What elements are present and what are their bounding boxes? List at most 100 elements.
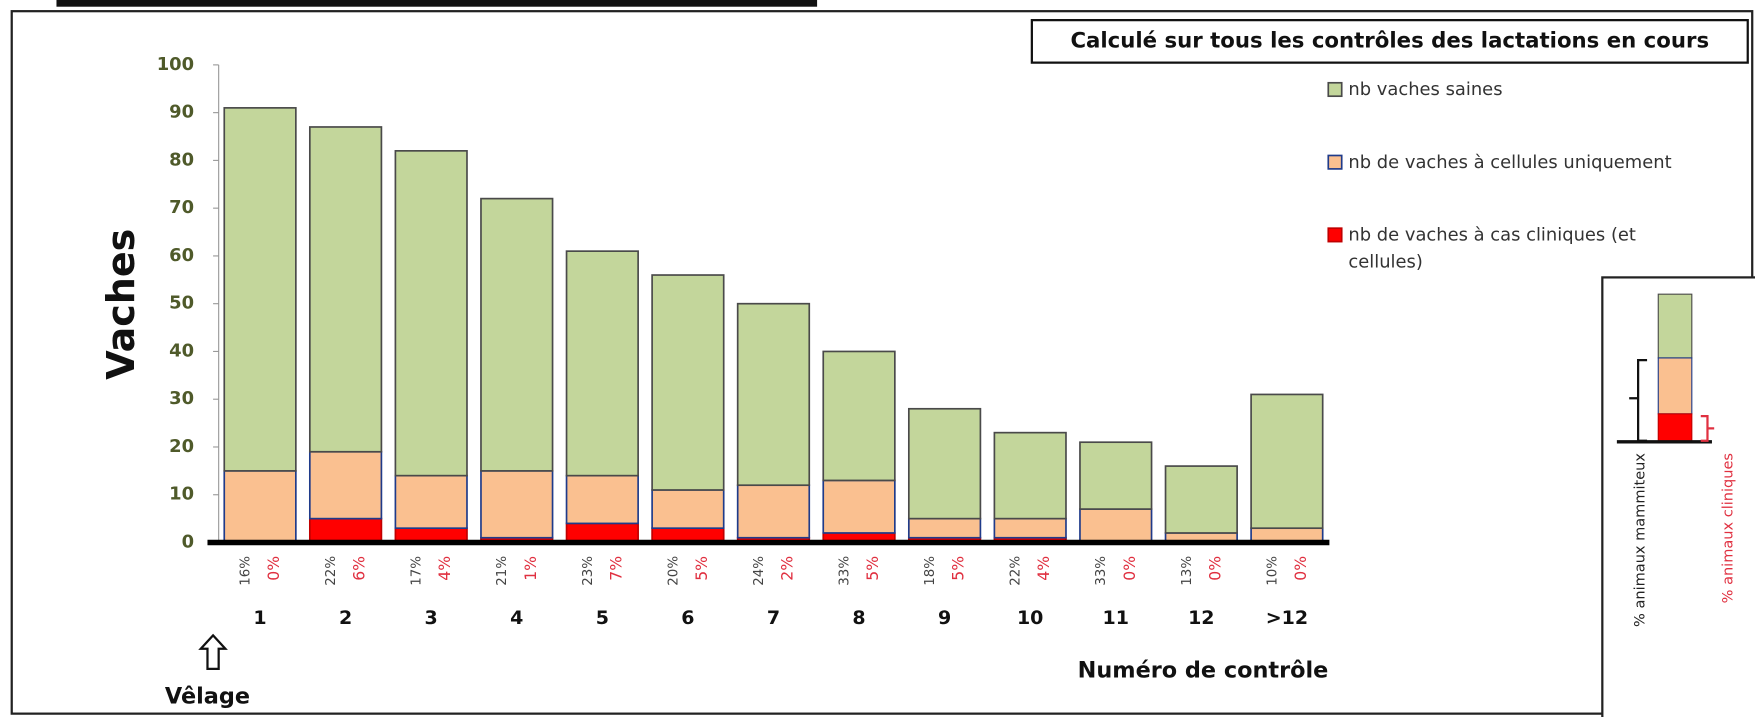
- x-tick-label: 5: [596, 607, 609, 629]
- bar-segment: [480, 197, 554, 472]
- legend-label: nb vaches saines: [1348, 78, 1503, 100]
- inset-label-mammiteux: % animaux mammiteux: [1632, 453, 1648, 627]
- bar-segment: [1164, 465, 1238, 534]
- bar-segment: [1079, 441, 1153, 510]
- y-tick-label: 80: [169, 149, 194, 170]
- legend-label: nb de vaches à cas cliniques (et cellule…: [1348, 223, 1636, 272]
- pct-cliniques-label: 2%: [778, 556, 797, 581]
- x-tick-label: 1: [253, 607, 266, 629]
- bar-segment: [822, 479, 896, 534]
- inset-bar-healthy: [1657, 293, 1693, 359]
- legend-entry: nb de vaches à cellules uniquement: [1348, 151, 1672, 173]
- x-tick-label: 4: [510, 607, 523, 629]
- y-tick-label: 70: [169, 197, 194, 218]
- pct-cliniques-label: 0%: [1205, 556, 1224, 581]
- bar-segment: [907, 407, 982, 520]
- y-tick-label: 10: [169, 484, 194, 505]
- y-axis-label: Vaches: [99, 229, 143, 380]
- bar-segment: [822, 350, 896, 482]
- bar-segment: [394, 150, 468, 477]
- pct-mammiteux-label: 22%: [1009, 556, 1024, 586]
- bar-segment: [736, 484, 811, 539]
- pct-mammiteux-label: 23%: [581, 556, 596, 586]
- bar-segment: [993, 517, 1067, 539]
- bar-segment: [651, 274, 725, 491]
- bar-segment: [993, 431, 1067, 520]
- cropped-title-bar: [56, 0, 818, 7]
- pct-mammiteux-label: 10%: [1265, 556, 1280, 586]
- x-tick-label: 3: [425, 607, 438, 629]
- legend-swatch: [1327, 81, 1343, 98]
- x-tick-label: 8: [852, 607, 865, 629]
- bar-segment: [308, 517, 383, 544]
- pct-cliniques-label: 4%: [1034, 556, 1053, 581]
- bar-segment: [480, 470, 554, 539]
- pct-mammiteux-label: 33%: [838, 556, 853, 586]
- pct-cliniques-label: 0%: [1120, 556, 1139, 581]
- pct-cliniques-label: 7%: [606, 556, 625, 581]
- pct-mammiteux-label: 24%: [752, 556, 767, 586]
- x-tick-label: 9: [938, 607, 951, 629]
- x-axis-label: Numéro de contrôle: [1078, 658, 1329, 684]
- bar-segment: [565, 522, 639, 544]
- y-tick-label: 50: [169, 293, 194, 314]
- y-tick-label: 20: [169, 436, 194, 457]
- pct-cliniques-label: 1%: [521, 556, 540, 581]
- pct-cliniques-label: 5%: [863, 556, 882, 581]
- y-tick-label: 90: [169, 102, 194, 123]
- inset-bar-clinical: [1657, 413, 1693, 443]
- inset: % animaux mammiteux % animaux cliniques: [1601, 276, 1755, 717]
- x-tick-label: 12: [1188, 607, 1214, 629]
- inset-bracket-cliniques: [1700, 414, 1715, 442]
- bar-segment: [736, 302, 811, 487]
- pct-mammiteux-label: 20%: [666, 556, 681, 586]
- pct-cliniques-label: 4%: [435, 556, 454, 581]
- legend-entry: nb vaches saines: [1348, 78, 1503, 100]
- bar-segment: [223, 107, 297, 472]
- bar-segment: [651, 489, 725, 530]
- bar-segment: [1250, 393, 1324, 530]
- inset-label-cliniques: % animaux cliniques: [1721, 453, 1737, 603]
- pct-mammiteux-label: 21%: [495, 556, 510, 586]
- bar-segment: [565, 474, 639, 525]
- pct-cliniques-label: 5%: [692, 556, 711, 581]
- pct-mammiteux-label: 17%: [410, 556, 425, 586]
- pct-mammiteux-label: 18%: [923, 556, 938, 586]
- x-tick-label: 7: [767, 607, 780, 629]
- inset-bar-cells: [1657, 357, 1693, 415]
- legend-swatch: [1327, 227, 1343, 243]
- pct-mammiteux-label: 22%: [324, 556, 339, 586]
- pct-mammiteux-label: 33%: [1094, 556, 1109, 586]
- bar-segment: [308, 126, 383, 453]
- pct-cliniques-label: 5%: [949, 556, 968, 581]
- y-tick-label: 60: [169, 245, 194, 266]
- bar-segment: [565, 250, 639, 477]
- bar-segment: [394, 474, 468, 530]
- legend-entry: nb de vaches à cas cliniques (et cellule…: [1348, 223, 1636, 272]
- note-box-title: Calculé sur tous les contrôles des lacta…: [1070, 28, 1709, 53]
- bar-segment: [907, 517, 982, 539]
- arrow-icon: [198, 633, 228, 671]
- note-box: [1030, 19, 1749, 64]
- x-tick-label: >12: [1266, 607, 1308, 629]
- bar-segment: [223, 470, 297, 544]
- legend-swatch: [1327, 154, 1343, 170]
- y-tick-label: 100: [157, 54, 194, 75]
- calving-label: Vêlage: [165, 683, 250, 709]
- bar-segment: [1079, 508, 1153, 544]
- x-tick-label: 2: [339, 607, 352, 629]
- legend-label: nb de vaches à cellules uniquement: [1348, 151, 1672, 173]
- pct-mammiteux-label: 16%: [239, 556, 254, 586]
- x-tick-label: 6: [681, 607, 694, 629]
- pct-mammiteux-label: 13%: [1180, 556, 1195, 586]
- x-tick-label: 10: [1017, 607, 1043, 629]
- y-tick-label: 30: [169, 388, 194, 409]
- x-tick-label: 11: [1103, 607, 1129, 629]
- y-tick-label: 0: [182, 532, 194, 553]
- pct-cliniques-label: 6%: [350, 556, 369, 581]
- pct-cliniques-label: 0%: [264, 556, 283, 581]
- pct-cliniques-label: 0%: [1291, 556, 1310, 581]
- y-tick-label: 40: [169, 340, 194, 361]
- inset-bracket-mammiteux: [1629, 359, 1648, 442]
